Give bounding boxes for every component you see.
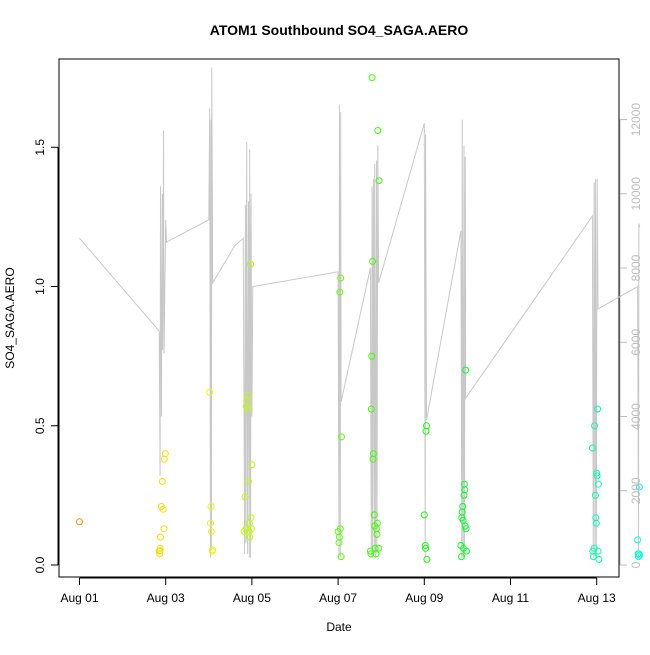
data-point [593,472,601,480]
y-right-tick-label: 6000 [629,329,643,356]
x-tick-label: Aug 11 [492,591,529,605]
y-right-tick-label: 0 [629,561,643,568]
data-point [375,177,383,185]
data-point [588,444,596,452]
plot-frame [58,58,620,578]
data-point [373,519,381,527]
data-point [594,405,602,413]
y-axis-left: 0.0 0.5 1.0 1.5 [33,139,59,573]
data-point [592,519,600,527]
data-point [423,555,431,563]
x-tick-label: Aug 13 [578,591,616,605]
data-point [159,505,167,513]
data-point [462,525,470,533]
data-point [374,127,382,134]
data-point [335,533,343,541]
data-point [635,483,643,491]
data-point [160,525,168,533]
data-point [635,550,643,558]
data-point [593,469,601,477]
data-point [209,546,217,554]
x-tick-label: Aug 07 [319,591,357,605]
altitude-line-layer [79,67,641,558]
data-point [241,493,249,501]
data-point [336,288,344,296]
data-point [594,480,602,488]
data-point [156,544,164,552]
data-point [206,388,214,396]
data-point [158,477,166,485]
y-right-tick-label: 8000 [629,254,643,281]
data-point [207,519,214,527]
y-tick-label: 0.5 [33,417,47,434]
data-point [634,536,642,544]
data-point [368,352,376,360]
y-right-tick-label: 12000 [629,103,643,137]
data-point [244,391,252,399]
x-tick-label: Aug 05 [233,591,271,605]
data-point [336,525,344,533]
x-axis: Aug 01 Aug 03 Aug 05 Aug 07 Aug 09 Aug 11 Aug … [60,577,616,605]
data-point [367,550,375,558]
data-point [373,530,381,538]
data-point [207,528,215,536]
data-point [423,422,430,430]
data-point [461,486,469,494]
data-point [422,544,430,552]
data-point [367,405,375,413]
data-point [459,503,467,510]
data-point [160,455,168,463]
data-point [245,528,253,536]
data-point [248,461,256,469]
data-point [372,550,380,558]
data-point [589,553,597,561]
chart-title: ATOM1 Southbound SO4_SAGA.AERO [210,22,469,38]
data-point [421,542,429,549]
data-point [462,366,470,374]
y-axis-right: 0 2000 4000 6000 8000 10000 12000 [619,103,643,568]
x-tick-label: Aug 03 [147,591,185,605]
data-point [244,405,252,413]
data-point [245,477,252,485]
data-point [369,257,377,265]
x-axis-label: Date [326,620,352,634]
data-point [369,450,377,458]
y-tick-label: 0.0 [33,556,47,573]
data-point [463,547,470,555]
data-points-layer [76,74,644,563]
data-point [635,553,642,561]
y-right-tick-label: 2000 [629,477,643,504]
data-point [636,551,644,559]
data-point [595,555,603,563]
y-axis-label: SO4_SAGA.AERO [3,267,17,368]
data-point [375,544,383,552]
data-point [591,491,599,499]
data-point [591,422,598,430]
data-point [337,553,345,561]
data-point [247,260,255,268]
data-point [370,511,378,519]
data-point [161,450,169,458]
y-tick-label: 1.5 [33,139,47,156]
data-point [157,533,164,541]
data-point [594,547,602,555]
data-point [156,547,164,554]
data-point [420,511,428,519]
data-point [337,274,345,282]
data-point [457,553,465,561]
data-point [338,433,345,441]
altitude-series-line [79,67,641,558]
x-tick-label: Aug 09 [405,591,443,605]
data-point [76,518,83,526]
data-point [207,503,215,510]
y-right-tick-label: 4000 [629,403,643,430]
y-tick-label: 1.0 [33,278,47,295]
x-tick-label: Aug 01 [60,591,98,605]
data-point [368,74,376,82]
data-point [247,514,255,522]
y-right-tick-label: 10000 [629,177,643,211]
